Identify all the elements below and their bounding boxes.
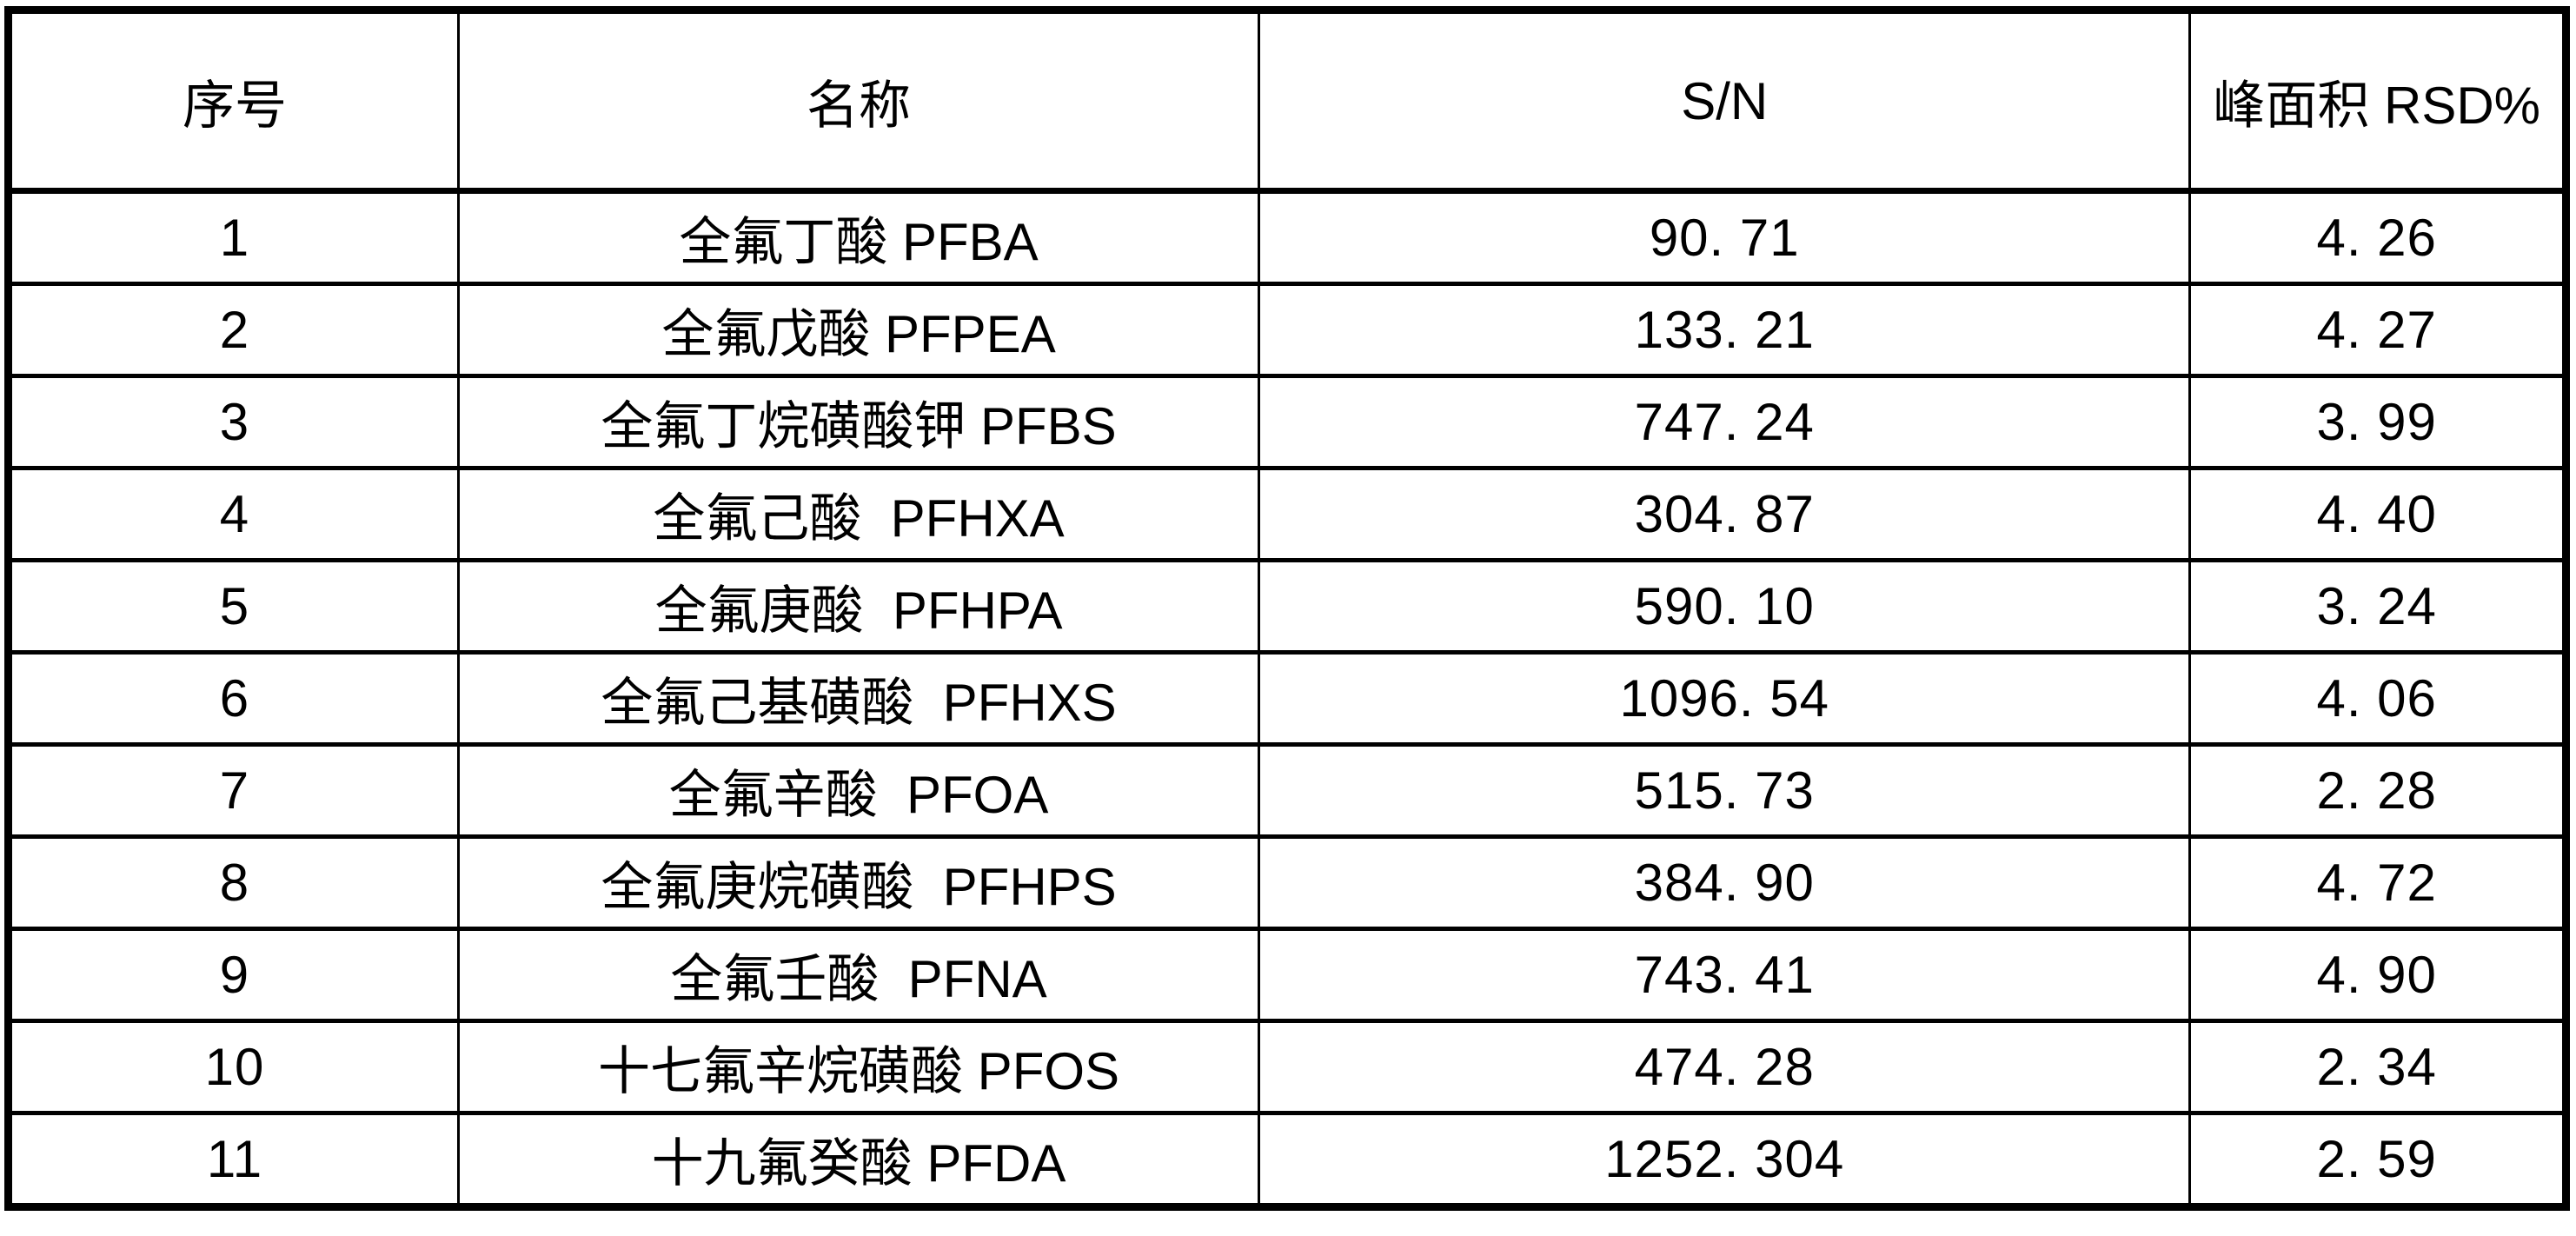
row-number-cell: 9 [7, 927, 460, 1023]
table-row: 2 全氟戊酸 PFPEA 133. 21 4. 27 [7, 282, 2567, 378]
compound-name-cell: 全氟庚酸 PFHPA [456, 558, 1261, 655]
header-no: 序号 [7, 8, 460, 194]
row-number-cell: 10 [7, 1019, 460, 1115]
row-number-cell: 11 [7, 1111, 460, 1209]
sn-value-cell: 304. 87 [1258, 466, 2192, 562]
table-row: 11 十九氟癸酸 PFDA 1252. 304 2. 59 [7, 1111, 2567, 1209]
table-row: 5 全氟庚酸 PFHPA 590. 10 3. 24 [7, 558, 2567, 655]
compound-name-cell: 全氟戊酸 PFPEA [456, 282, 1261, 378]
sn-value-cell: 384. 90 [1258, 834, 2192, 931]
compound-name-cell: 全氟丁酸 PFBA [456, 189, 1261, 286]
compound-name-cell: 十七氟辛烷磺酸 PFOS [456, 1019, 1261, 1115]
rsd-value-cell: 3. 24 [2188, 558, 2567, 655]
rsd-value-cell: 3. 99 [2188, 374, 2567, 470]
row-number-cell: 8 [7, 834, 460, 931]
header-rsd: 峰面积 RSD% [2188, 8, 2567, 194]
table-row: 6 全氟己基磺酸 PFHXS 1096. 54 4. 06 [7, 650, 2567, 747]
compound-name-cell: 全氟辛酸 PFOA [456, 742, 1261, 839]
rsd-value-cell: 4. 72 [2188, 834, 2567, 931]
rsd-value-cell: 4. 26 [2188, 189, 2567, 286]
table-row: 9 全氟壬酸 PFNA 743. 41 4. 90 [7, 927, 2567, 1023]
rsd-value-cell: 4. 06 [2188, 650, 2567, 747]
row-number-cell: 3 [7, 374, 460, 470]
table-row: 1 全氟丁酸 PFBA 90. 71 4. 26 [7, 189, 2567, 286]
table-row: 3 全氟丁烷磺酸钾 PFBS 747. 24 3. 99 [7, 374, 2567, 470]
row-number-cell: 4 [7, 466, 460, 562]
table-row: 7 全氟辛酸 PFOA 515. 73 2. 28 [7, 742, 2567, 839]
compound-name-cell: 全氟己基磺酸 PFHXS [456, 650, 1261, 747]
rsd-value-cell: 2. 28 [2188, 742, 2567, 839]
rsd-value-cell: 2. 59 [2188, 1111, 2567, 1209]
compound-name-cell: 十九氟癸酸 PFDA [456, 1111, 1261, 1209]
compound-name-cell: 全氟丁烷磺酸钾 PFBS [456, 374, 1261, 470]
table-body: 1 全氟丁酸 PFBA 90. 71 4. 26 2 全氟戊酸 PFPEA 13… [7, 189, 2567, 1209]
rsd-value-cell: 4. 40 [2188, 466, 2567, 562]
header-name: 名称 [456, 8, 1261, 194]
sn-value-cell: 590. 10 [1258, 558, 2192, 655]
header-sn: S/N [1258, 8, 2192, 194]
row-number-cell: 2 [7, 282, 460, 378]
sn-value-cell: 1252. 304 [1258, 1111, 2192, 1209]
sn-value-cell: 474. 28 [1258, 1019, 2192, 1115]
row-number-cell: 5 [7, 558, 460, 655]
rsd-value-cell: 2. 34 [2188, 1019, 2567, 1115]
rsd-value-cell: 4. 27 [2188, 282, 2567, 378]
row-number-cell: 6 [7, 650, 460, 747]
sn-value-cell: 1096. 54 [1258, 650, 2192, 747]
table-row: 10 十七氟辛烷磺酸 PFOS 474. 28 2. 34 [7, 1019, 2567, 1115]
table-row: 4 全氟己酸 PFHXA 304. 87 4. 40 [7, 466, 2567, 562]
sn-value-cell: 133. 21 [1258, 282, 2192, 378]
results-table: 序号 名称 S/N 峰面积 RSD% 1 全氟丁酸 PFBA 90. 71 4.… [4, 6, 2570, 1211]
table-row: 8 全氟庚烷磺酸 PFHPS 384. 90 4. 72 [7, 834, 2567, 931]
sn-value-cell: 515. 73 [1258, 742, 2192, 839]
compound-name-cell: 全氟庚烷磺酸 PFHPS [456, 834, 1261, 931]
rsd-value-cell: 4. 90 [2188, 927, 2567, 1023]
sn-value-cell: 90. 71 [1258, 189, 2192, 286]
compound-name-cell: 全氟壬酸 PFNA [456, 927, 1261, 1023]
sn-value-cell: 743. 41 [1258, 927, 2192, 1023]
header-row: 序号 名称 S/N 峰面积 RSD% [7, 8, 2567, 194]
table-header: 序号 名称 S/N 峰面积 RSD% [7, 8, 2567, 194]
sn-value-cell: 747. 24 [1258, 374, 2192, 470]
row-number-cell: 1 [7, 189, 460, 286]
row-number-cell: 7 [7, 742, 460, 839]
compound-name-cell: 全氟己酸 PFHXA [456, 466, 1261, 562]
